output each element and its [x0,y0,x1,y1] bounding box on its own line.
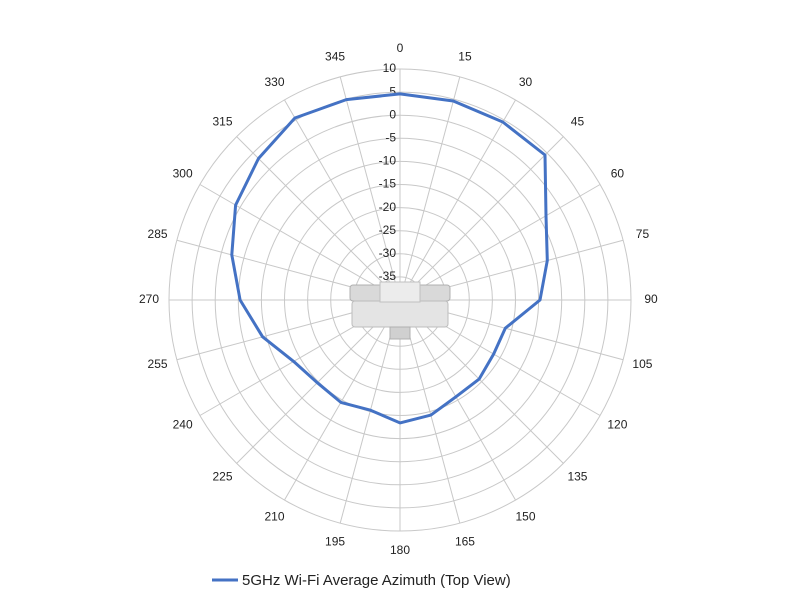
angle-label: 75 [636,227,650,241]
angle-label: 285 [148,227,168,241]
grid-spoke [236,136,401,301]
angle-label: 45 [571,115,585,129]
grid-spoke [399,136,564,301]
r-tick-label: -30 [379,246,397,260]
angle-label: 165 [455,535,475,549]
angle-label: 105 [632,357,652,371]
grid-spoke [284,299,401,501]
angle-label: 225 [213,470,233,484]
angle-label: 135 [567,470,587,484]
angle-label: 330 [264,75,284,89]
r-tick-label: -35 [379,269,397,283]
legend-text: 5GHz Wi-Fi Average Azimuth (Top View) [242,572,511,589]
angle-label: 180 [390,543,410,557]
angle-label: 90 [644,292,658,306]
grid-spoke [339,76,401,301]
r-tick-label: 0 [389,107,396,121]
r-tick-label: -15 [379,177,397,191]
grid-spoke [399,76,461,301]
r-tick-label: -5 [385,130,396,144]
angle-label: 195 [325,535,345,549]
r-tick-label: 10 [383,61,397,75]
r-tick-label: -25 [379,223,397,237]
grid-spoke [399,99,516,301]
r-tick-label: 5 [389,84,396,98]
angle-label: 15 [458,50,472,64]
angle-label: 30 [519,75,533,89]
r-tick-label: -10 [379,154,397,168]
grid-spoke [399,299,516,501]
grid-spoke [399,184,601,301]
series-line [230,92,549,425]
grid-spoke [284,99,401,301]
angle-label: 210 [264,510,284,524]
angle-label: 150 [515,510,535,524]
angle-label: 345 [325,50,345,64]
angle-label: 0 [397,41,404,55]
angle-label: 255 [148,357,168,371]
r-tick-label: -20 [379,200,397,214]
angle-label: 120 [607,418,627,432]
angle-label: 240 [173,418,193,432]
angle-label: 300 [173,167,193,181]
device-image [349,281,451,340]
grid-spoke [199,184,401,301]
angle-label: 60 [611,167,625,181]
angle-label: 315 [213,115,233,129]
angle-label: 270 [139,292,159,306]
